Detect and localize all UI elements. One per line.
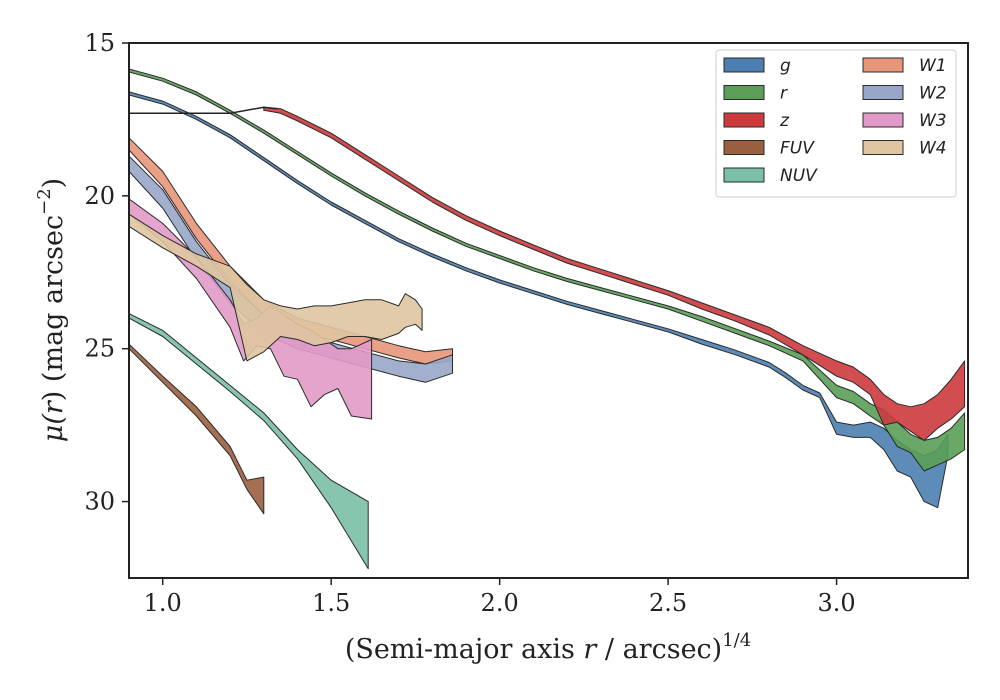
- reference-line: [129, 106, 278, 115]
- x-tick-label: 3.0: [818, 589, 856, 617]
- series-layer: [129, 68, 966, 570]
- series-band-fuv: [129, 343, 265, 515]
- series-band-z: [263, 106, 966, 441]
- series-band-nuv: [129, 313, 369, 570]
- axis-ticks: 1.0 1.5 2.0 2.5 3.0 15 20 25 30: [84, 29, 855, 617]
- legend-swatch-w3: [862, 112, 904, 128]
- y-tick-label: 15: [84, 29, 115, 57]
- legend-swatch-fuv: [723, 140, 765, 155]
- y-tick-label: 20: [84, 182, 115, 210]
- legend-swatch-w4: [862, 140, 904, 155]
- legend-swatch-w2: [862, 85, 904, 100]
- legend-label-r: r: [780, 84, 788, 104]
- x-tick-label: 2.0: [481, 589, 519, 617]
- legend-label-w1: W1: [919, 56, 947, 76]
- legend-swatch-g: [723, 57, 765, 73]
- plot-frame: [128, 42, 969, 579]
- legend: grz FUV NUV W1 W2 W3 W4: [715, 49, 957, 198]
- x-tick-label: 1.5: [312, 589, 350, 617]
- series-band-r: [129, 68, 966, 472]
- legend-label-g: g: [780, 56, 791, 76]
- series-band-w4: [129, 213, 423, 362]
- x-axis-label: (Semi-major axis r / arcsec)1/4: [345, 630, 751, 665]
- x-tick-label: 2.5: [649, 589, 687, 617]
- legend-label-w4: W4: [919, 139, 947, 159]
- x-tick-label: 1.0: [144, 589, 182, 617]
- legend-swatch-r: [723, 85, 765, 100]
- y-tick-label: 30: [84, 488, 115, 516]
- legend-label-w3: W3: [919, 111, 947, 131]
- legend-swatch-z: [723, 112, 765, 128]
- legend-label-nuv: NUV: [780, 166, 818, 186]
- legend-swatch-w1: [862, 57, 904, 73]
- y-tick-label: 25: [84, 335, 115, 363]
- legend-swatch-nuv: [723, 167, 765, 183]
- legend-label-fuv: FUV: [780, 139, 815, 159]
- legend-label-w2: W2: [919, 84, 947, 104]
- legend-label-z: z: [779, 111, 790, 131]
- y-axis-label: μ(r) (mag arcsec−2): [34, 178, 69, 442]
